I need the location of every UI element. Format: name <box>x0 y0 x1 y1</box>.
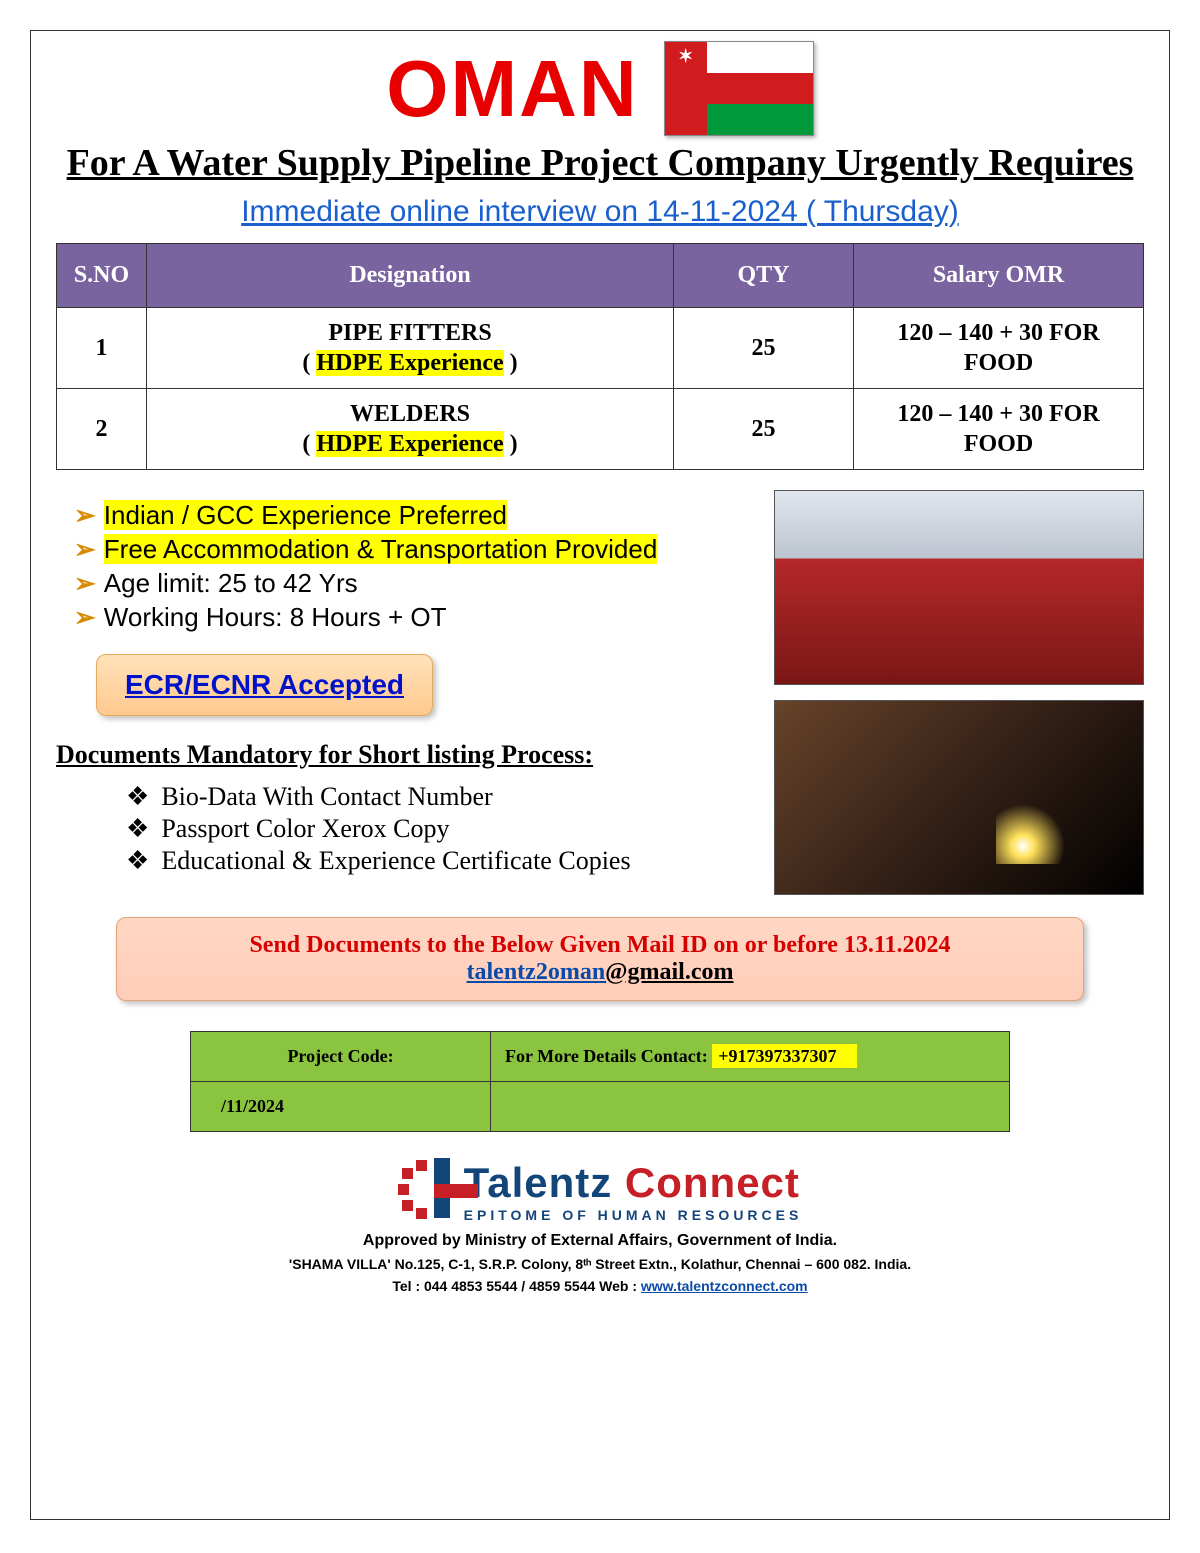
mid-left: ➢Indian / GCC Experience Preferred ➢Free… <box>56 490 759 895</box>
table-header-row: S.NO Designation QTY Salary OMR <box>57 243 1144 307</box>
designation-title: PIPE FITTERS <box>328 320 491 346</box>
contact-cell: For More Details Contact: +917397337307 <box>491 1031 1010 1081</box>
country-title: OMAN <box>386 43 638 135</box>
col-sno: S.NO <box>57 243 147 307</box>
cell-qty: 25 <box>674 388 854 469</box>
col-designation: Designation <box>147 243 674 307</box>
contact-label: For More Details Contact: <box>505 1046 712 1066</box>
email-domain: @gmail.com <box>605 959 733 985</box>
logo-icon <box>398 1162 458 1222</box>
designation-exp: HDPE Experience <box>316 431 503 457</box>
list-item: ➢Working Hours: 8 Hours + OT <box>74 602 759 633</box>
list-item: ➢Free Accommodation & Transportation Pro… <box>74 534 759 565</box>
table-row: 1 PIPE FITTERS ( HDPE Experience ) 25 12… <box>57 307 1144 388</box>
send-email: talentz2oman@gmail.com <box>137 959 1063 986</box>
subtitle: For A Water Supply Pipeline Project Comp… <box>56 141 1144 187</box>
oman-flag-icon: ✶ <box>664 41 814 136</box>
green-info-table: Project Code: For More Details Contact: … <box>190 1031 1010 1132</box>
benefits-list: ➢Indian / GCC Experience Preferred ➢Free… <box>74 500 759 633</box>
email-user[interactable]: talentz2oman <box>467 959 606 985</box>
project-code-label: Project Code: <box>191 1031 491 1081</box>
image-column <box>774 490 1144 895</box>
cell-designation: PIPE FITTERS ( HDPE Experience ) <box>147 307 674 388</box>
cell-qty: 25 <box>674 307 854 388</box>
website-link[interactable]: www.talentzconnect.com <box>641 1278 808 1294</box>
cell-salary: 120 – 140 + 30 FOR FOOD <box>854 388 1144 469</box>
empty-cell <box>491 1081 1010 1131</box>
logo-row: Talentz Connect EPITOME OF HUMAN RESOURC… <box>56 1162 1144 1222</box>
col-qty: QTY <box>674 243 854 307</box>
header-row: OMAN ✶ <box>56 41 1144 136</box>
docs-heading: Documents Mandatory for Short listing Pr… <box>56 740 759 770</box>
table-row: 2 WELDERS ( HDPE Experience ) 25 120 – 1… <box>57 388 1144 469</box>
cell-salary: 120 – 140 + 30 FOR FOOD <box>854 307 1144 388</box>
list-item: ➢Indian / GCC Experience Preferred <box>74 500 759 531</box>
send-documents-box: Send Documents to the Below Given Mail I… <box>116 917 1084 1001</box>
interview-line: Immediate online interview on 14-11-2024… <box>56 195 1144 229</box>
brand-word-1: Talentz <box>464 1159 625 1206</box>
project-date: /11/2024 <box>191 1081 491 1131</box>
docs-list: Bio-Data With Contact Number Passport Co… <box>126 782 759 876</box>
cell-designation: WELDERS ( HDPE Experience ) <box>147 388 674 469</box>
contact-number[interactable]: +917397337307 <box>712 1044 856 1068</box>
address-line: 'SHAMA VILLA' No.125, C-1, S.R.P. Colony… <box>56 1256 1144 1272</box>
list-item: ➢Age limit: 25 to 42 Yrs <box>74 568 759 599</box>
brand-text: Talentz Connect EPITOME OF HUMAN RESOURC… <box>464 1162 803 1222</box>
cell-sno: 2 <box>57 388 147 469</box>
col-salary: Salary OMR <box>854 243 1144 307</box>
brand-tagline: EPITOME OF HUMAN RESOURCES <box>464 1208 803 1222</box>
list-item: Educational & Experience Certificate Cop… <box>126 846 759 876</box>
jobs-table: S.NO Designation QTY Salary OMR 1 PIPE F… <box>56 243 1144 470</box>
list-item: Passport Color Xerox Copy <box>126 814 759 844</box>
pipe-fitter-image <box>774 490 1144 685</box>
cell-sno: 1 <box>57 307 147 388</box>
brand-word-2: Connect <box>625 1159 800 1206</box>
approved-line: Approved by Ministry of External Affairs… <box>56 1232 1144 1250</box>
designation-title: WELDERS <box>350 401 470 427</box>
mid-row: ➢Indian / GCC Experience Preferred ➢Free… <box>56 490 1144 895</box>
designation-exp: HDPE Experience <box>316 350 503 376</box>
page-container: OMAN ✶ For A Water Supply Pipeline Proje… <box>30 30 1170 1520</box>
list-item: Bio-Data With Contact Number <box>126 782 759 812</box>
welder-image <box>774 700 1144 895</box>
ecr-badge: ECR/ECNR Accepted <box>96 654 433 716</box>
footer: Talentz Connect EPITOME OF HUMAN RESOURC… <box>56 1162 1144 1294</box>
tel-web-line: Tel : 044 4853 5544 / 4859 5544 Web : ww… <box>56 1278 1144 1294</box>
send-line1: Send Documents to the Below Given Mail I… <box>137 932 1063 959</box>
